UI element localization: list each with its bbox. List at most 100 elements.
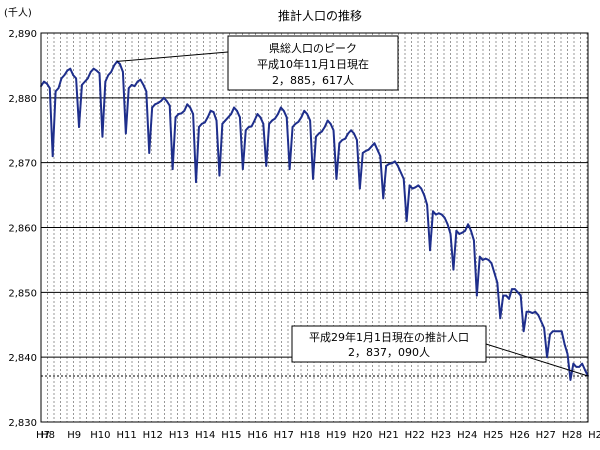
data-point [569, 378, 572, 381]
peak-annotation-line: 2，885，617人 [272, 74, 354, 87]
data-point [165, 100, 168, 102]
data-point [162, 96, 165, 99]
data-point [72, 74, 75, 77]
data-point [449, 233, 452, 235]
data-point [373, 142, 376, 145]
y-tick-label: 2,870 [8, 159, 37, 170]
data-point [81, 83, 83, 86]
data-point [549, 333, 551, 336]
x-tick-label: H14 [195, 430, 215, 441]
data-point [411, 187, 414, 190]
data-point [396, 165, 399, 167]
data-point [127, 87, 130, 90]
data-point [496, 281, 499, 284]
data-point [83, 80, 86, 83]
data-point [189, 106, 192, 109]
data-point [312, 177, 314, 180]
latest-annotation: 平成29年1月1日現在の推計人口 2，837，090人 [291, 325, 589, 377]
data-point [353, 132, 355, 135]
data-point [130, 83, 133, 86]
data-point [584, 369, 586, 372]
data-point [244, 129, 247, 132]
data-point [437, 212, 440, 215]
data-point [502, 294, 505, 297]
y-tick-label: 2,840 [8, 353, 37, 364]
data-point [107, 74, 110, 77]
peak-leader-line [117, 51, 229, 62]
data-point [294, 122, 297, 125]
data-point [54, 90, 57, 93]
data-point [560, 330, 563, 333]
x-tick-label: H21 [378, 430, 398, 441]
data-point [484, 257, 487, 260]
data-point [104, 80, 107, 83]
data-point [66, 69, 69, 72]
data-point [48, 87, 51, 90]
data-point [200, 122, 203, 125]
data-point [285, 116, 288, 119]
data-point [554, 330, 557, 333]
data-point [388, 163, 390, 165]
data-point [367, 148, 370, 151]
data-point [92, 67, 95, 70]
data-point [300, 116, 303, 119]
data-point [186, 103, 189, 106]
data-point [499, 317, 502, 320]
x-tick-label: H22 [405, 430, 425, 441]
data-point [75, 77, 78, 80]
data-point [218, 174, 221, 177]
peak-annotation-box [227, 35, 399, 91]
data-point [376, 148, 379, 151]
data-point [122, 71, 124, 73]
data-point [256, 113, 259, 115]
data-point [274, 117, 276, 120]
data-point [253, 119, 256, 122]
x-tick-label: H23 [431, 430, 451, 441]
data-point [522, 330, 525, 333]
data-point [531, 312, 534, 314]
data-point [51, 155, 54, 158]
data-point [391, 162, 393, 165]
x-tick-label: H11 [116, 430, 136, 441]
data-point [63, 74, 66, 77]
data-point [505, 294, 507, 297]
data-point [379, 155, 382, 158]
data-point [543, 327, 546, 329]
data-point [101, 135, 104, 138]
y-tick-label: 2,880 [8, 94, 37, 105]
data-point [464, 229, 467, 232]
data-point [490, 262, 493, 265]
data-point [370, 145, 373, 148]
data-point [160, 100, 162, 102]
data-point [385, 165, 388, 167]
data-point [110, 71, 113, 73]
x-tick-label: H27 [536, 430, 556, 441]
data-point [230, 113, 233, 115]
data-point [516, 291, 519, 294]
data-point [282, 109, 285, 112]
data-point [540, 320, 543, 323]
data-point [358, 187, 361, 190]
data-point [408, 184, 411, 187]
y-tick-label: 2,890 [8, 29, 37, 40]
data-point [487, 259, 490, 261]
x-tick-label: H8 [41, 430, 55, 441]
data-point [171, 168, 174, 171]
data-point [443, 216, 446, 219]
data-point [578, 365, 581, 368]
data-point [534, 310, 537, 313]
data-points [40, 60, 589, 381]
data-point [511, 288, 513, 290]
data-point [478, 255, 481, 258]
x-tick-label: H17 [274, 430, 294, 441]
data-point [45, 82, 48, 85]
data-point [341, 139, 344, 141]
data-point [221, 122, 224, 125]
data-point [414, 186, 417, 189]
data-point [303, 109, 306, 112]
data-point [291, 126, 294, 128]
data-point [148, 152, 151, 154]
data-point [198, 126, 200, 128]
x-tick-label: H13 [169, 430, 189, 441]
x-tick-label: H16 [247, 430, 267, 441]
